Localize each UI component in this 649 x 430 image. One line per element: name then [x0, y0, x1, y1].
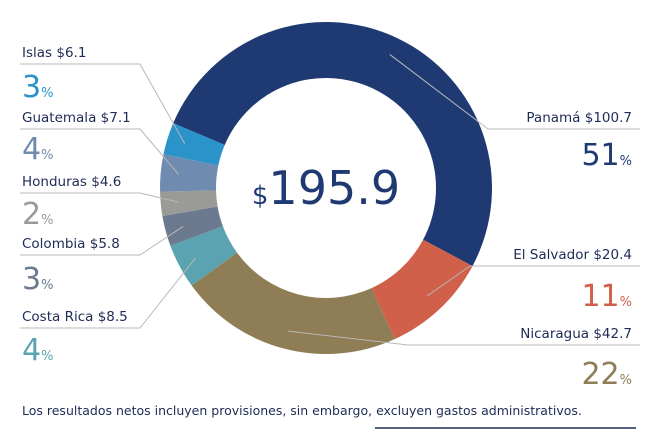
percent: 22 — [581, 357, 619, 392]
category: Panamá — [526, 110, 580, 126]
percent-unit: % — [41, 148, 53, 163]
category: Guatemala — [22, 110, 96, 126]
percent-unit: % — [41, 86, 53, 101]
footnote: Los resultados netos incluyen provisione… — [22, 403, 582, 418]
leader-line — [427, 265, 640, 297]
slice-label: Islas $6.1 — [22, 45, 86, 61]
percent: 4 — [22, 132, 41, 167]
currency: $ — [252, 181, 269, 211]
percent-label: 4% — [22, 132, 53, 167]
slice-label: Nicaragua $42.7 — [520, 326, 632, 342]
slice-label: Costa Rica $8.5 — [22, 309, 128, 325]
center-total: $195.9 — [252, 161, 400, 215]
leader-line — [288, 330, 640, 346]
percent: 3 — [22, 70, 41, 105]
leader-line — [389, 54, 640, 130]
percent-label: 4% — [22, 333, 53, 368]
category: Nicaragua — [520, 326, 589, 342]
percent-label: 3% — [22, 262, 53, 297]
donut-segment — [160, 190, 218, 216]
category: Costa Rica — [22, 309, 93, 325]
donut-segment — [162, 206, 223, 246]
slice-label: Honduras $4.6 — [22, 174, 121, 190]
value-label: $8.5 — [98, 309, 128, 325]
category: Islas — [22, 45, 52, 61]
percent: 2 — [22, 197, 41, 232]
leader-line — [20, 225, 184, 256]
percent-unit: % — [620, 295, 632, 310]
percent: 4 — [22, 333, 41, 368]
category: El Salvador — [513, 247, 589, 263]
percent-unit: % — [620, 373, 632, 388]
value-label: $42.7 — [593, 326, 632, 342]
leader-line — [20, 257, 196, 329]
slice-label: Panamá $100.7 — [526, 110, 632, 126]
leader-line — [20, 192, 179, 203]
percent-label: 22% — [581, 357, 632, 392]
donut-segment — [173, 21, 493, 267]
percent-label: 3% — [22, 70, 53, 105]
percent: 3 — [22, 262, 41, 297]
percent-unit: % — [41, 278, 53, 293]
donut-segment — [371, 239, 473, 340]
category: Honduras — [22, 174, 87, 190]
percent: 11 — [581, 279, 619, 314]
value-label: $6.1 — [56, 45, 86, 61]
value-label: $20.4 — [593, 247, 632, 263]
slice-label: Colombia $5.8 — [22, 236, 120, 252]
donut-segment — [159, 154, 219, 192]
percent-unit: % — [41, 213, 53, 228]
value-label: $100.7 — [585, 110, 632, 126]
donut-segment — [191, 252, 395, 354]
slice-label: El Salvador $20.4 — [513, 247, 632, 263]
percent-label: 51% — [581, 138, 632, 173]
slice-label: Guatemala $7.1 — [22, 110, 131, 126]
value-label: $4.6 — [91, 174, 121, 190]
leader-line — [20, 128, 180, 175]
percent-label: 11% — [581, 279, 632, 314]
category: Colombia — [22, 236, 85, 252]
percent-label: 2% — [22, 197, 53, 232]
value-label: $7.1 — [101, 110, 131, 126]
leader-line — [20, 63, 186, 144]
percent: 51 — [581, 138, 619, 173]
percent-unit: % — [41, 349, 53, 364]
total: 195.9 — [268, 161, 400, 215]
value-label: $5.8 — [90, 236, 120, 252]
percent-unit: % — [620, 154, 632, 169]
donut-segment — [170, 226, 237, 286]
